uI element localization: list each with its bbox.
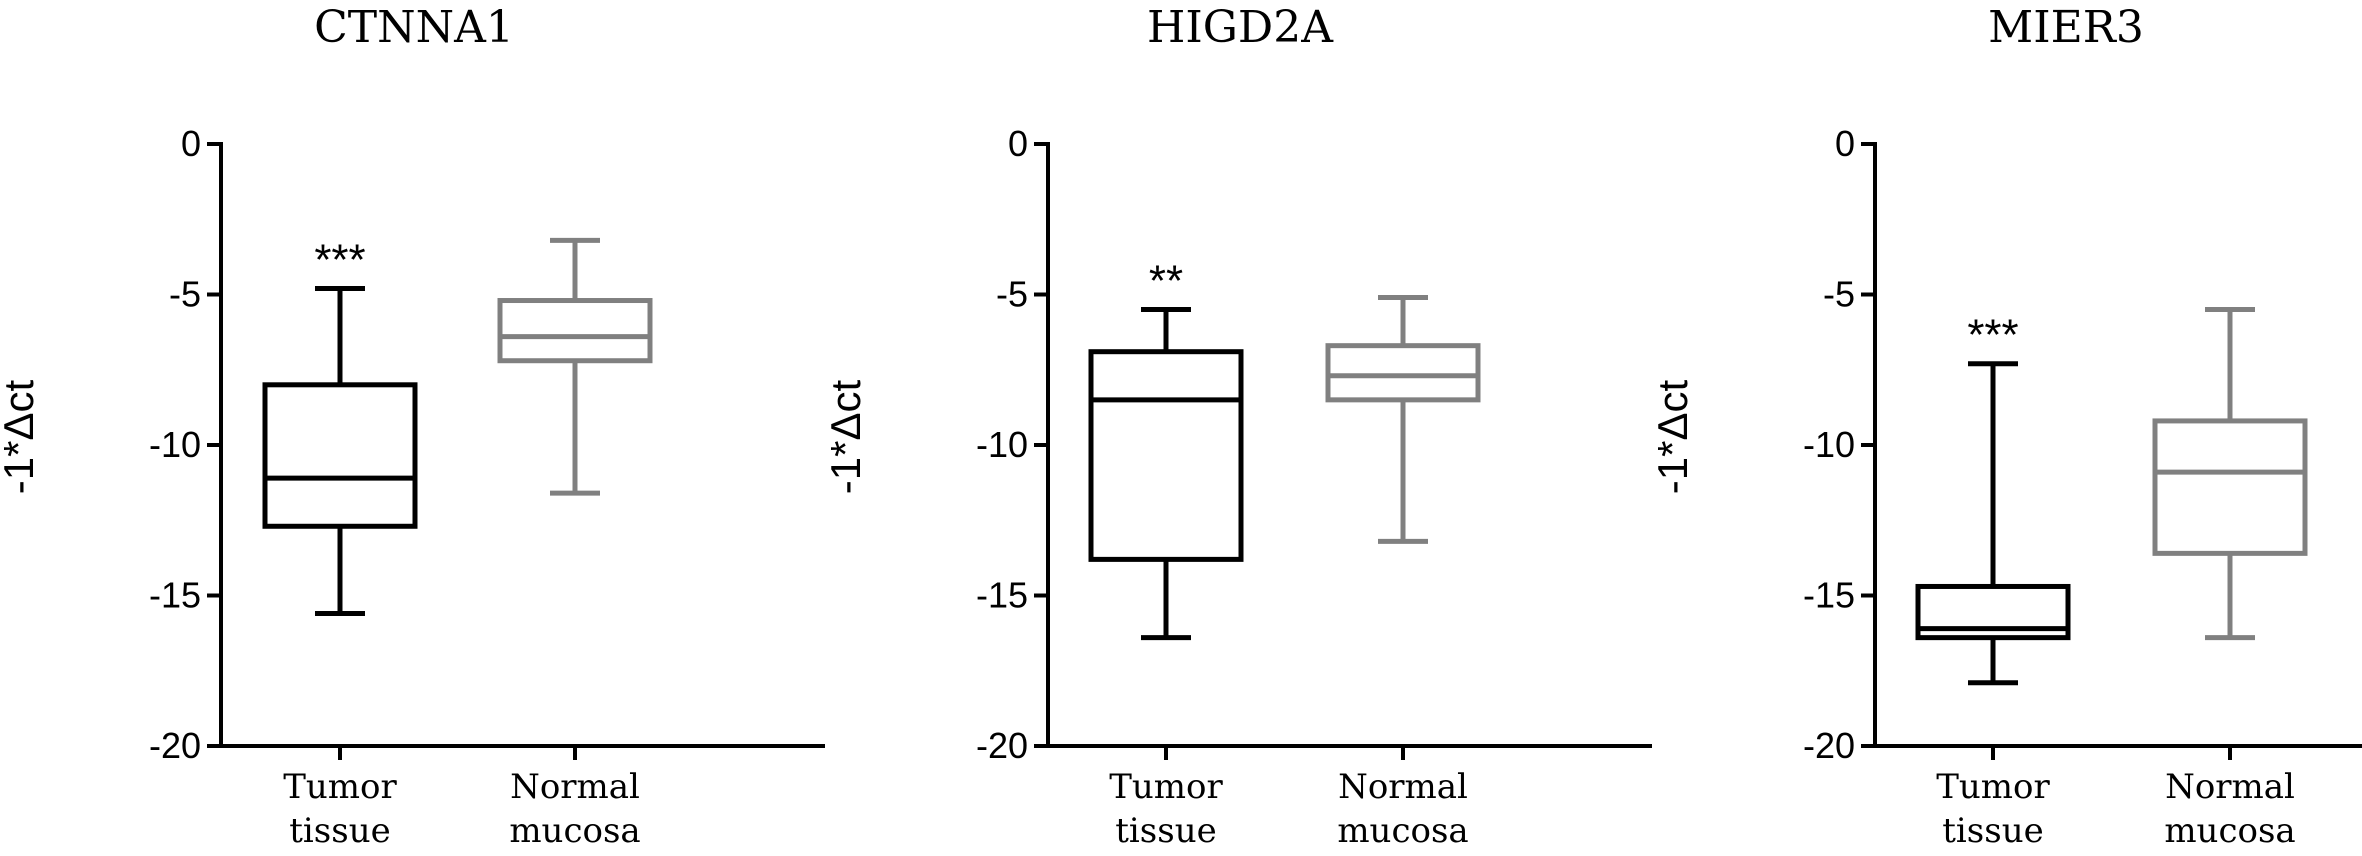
- chart-title: MIER3: [1988, 2, 2144, 53]
- significance-label: ***: [314, 235, 365, 284]
- iqr-box: [1088, 349, 1244, 562]
- y-axis-label: -1*Δct: [822, 379, 869, 494]
- chart-title: HIGD2A: [1147, 2, 1334, 53]
- x-tick-label: mucosa: [509, 811, 640, 851]
- chart-title: CTNNA1: [314, 2, 514, 53]
- y-tick-label: -15: [976, 575, 1028, 616]
- box-normal-mucosa: [2152, 307, 2308, 641]
- significance-label: **: [1149, 257, 1183, 306]
- x-tick-label: tissue: [1115, 811, 1216, 851]
- x-tick-label: Tumor: [283, 767, 397, 807]
- x-tick-label: mucosa: [2164, 811, 2295, 851]
- iqr-box: [497, 298, 653, 364]
- iqr-box: [1325, 343, 1481, 403]
- x-tick-label: Tumor: [1109, 767, 1223, 807]
- iqr-box: [2152, 418, 2308, 556]
- y-tick-label: -15: [1803, 575, 1855, 616]
- x-tick-label: Tumor: [1936, 767, 2050, 807]
- x-tick-label: Normal: [2165, 767, 2295, 807]
- y-tick-label: -5: [169, 274, 201, 315]
- box-tumor-tissue: **: [1088, 257, 1244, 641]
- y-tick-label: 0: [1008, 123, 1028, 164]
- box-normal-mucosa: [497, 237, 653, 496]
- box-normal-mucosa: [1325, 295, 1481, 544]
- y-tick-label: -5: [996, 274, 1028, 315]
- x-tick-label: mucosa: [1337, 811, 1468, 851]
- y-tick-label: -20: [1803, 725, 1855, 766]
- y-tick-label: 0: [1835, 123, 1855, 164]
- x-tick-label: Normal: [1338, 767, 1468, 807]
- y-tick-label: -20: [149, 725, 201, 766]
- y-tick-label: 0: [181, 123, 201, 164]
- x-tick-label: tissue: [289, 811, 390, 851]
- y-tick-label: -10: [976, 424, 1028, 465]
- x-tick-label: Normal: [510, 767, 640, 807]
- y-tick-label: -10: [149, 424, 201, 465]
- box-tumor-tissue: ***: [1915, 311, 2071, 686]
- iqr-box: [1915, 583, 2071, 641]
- y-tick-label: -5: [1823, 274, 1855, 315]
- y-axis-label: -1*Δct: [1649, 379, 1696, 494]
- x-tick-label: tissue: [1942, 811, 2043, 851]
- y-tick-label: -10: [1803, 424, 1855, 465]
- significance-label: ***: [1967, 311, 2018, 360]
- y-tick-label: -20: [976, 725, 1028, 766]
- y-axis-label: -1*Δct: [0, 379, 42, 494]
- box-tumor-tissue: ***: [262, 235, 418, 617]
- iqr-box: [262, 382, 418, 529]
- y-tick-label: -15: [149, 575, 201, 616]
